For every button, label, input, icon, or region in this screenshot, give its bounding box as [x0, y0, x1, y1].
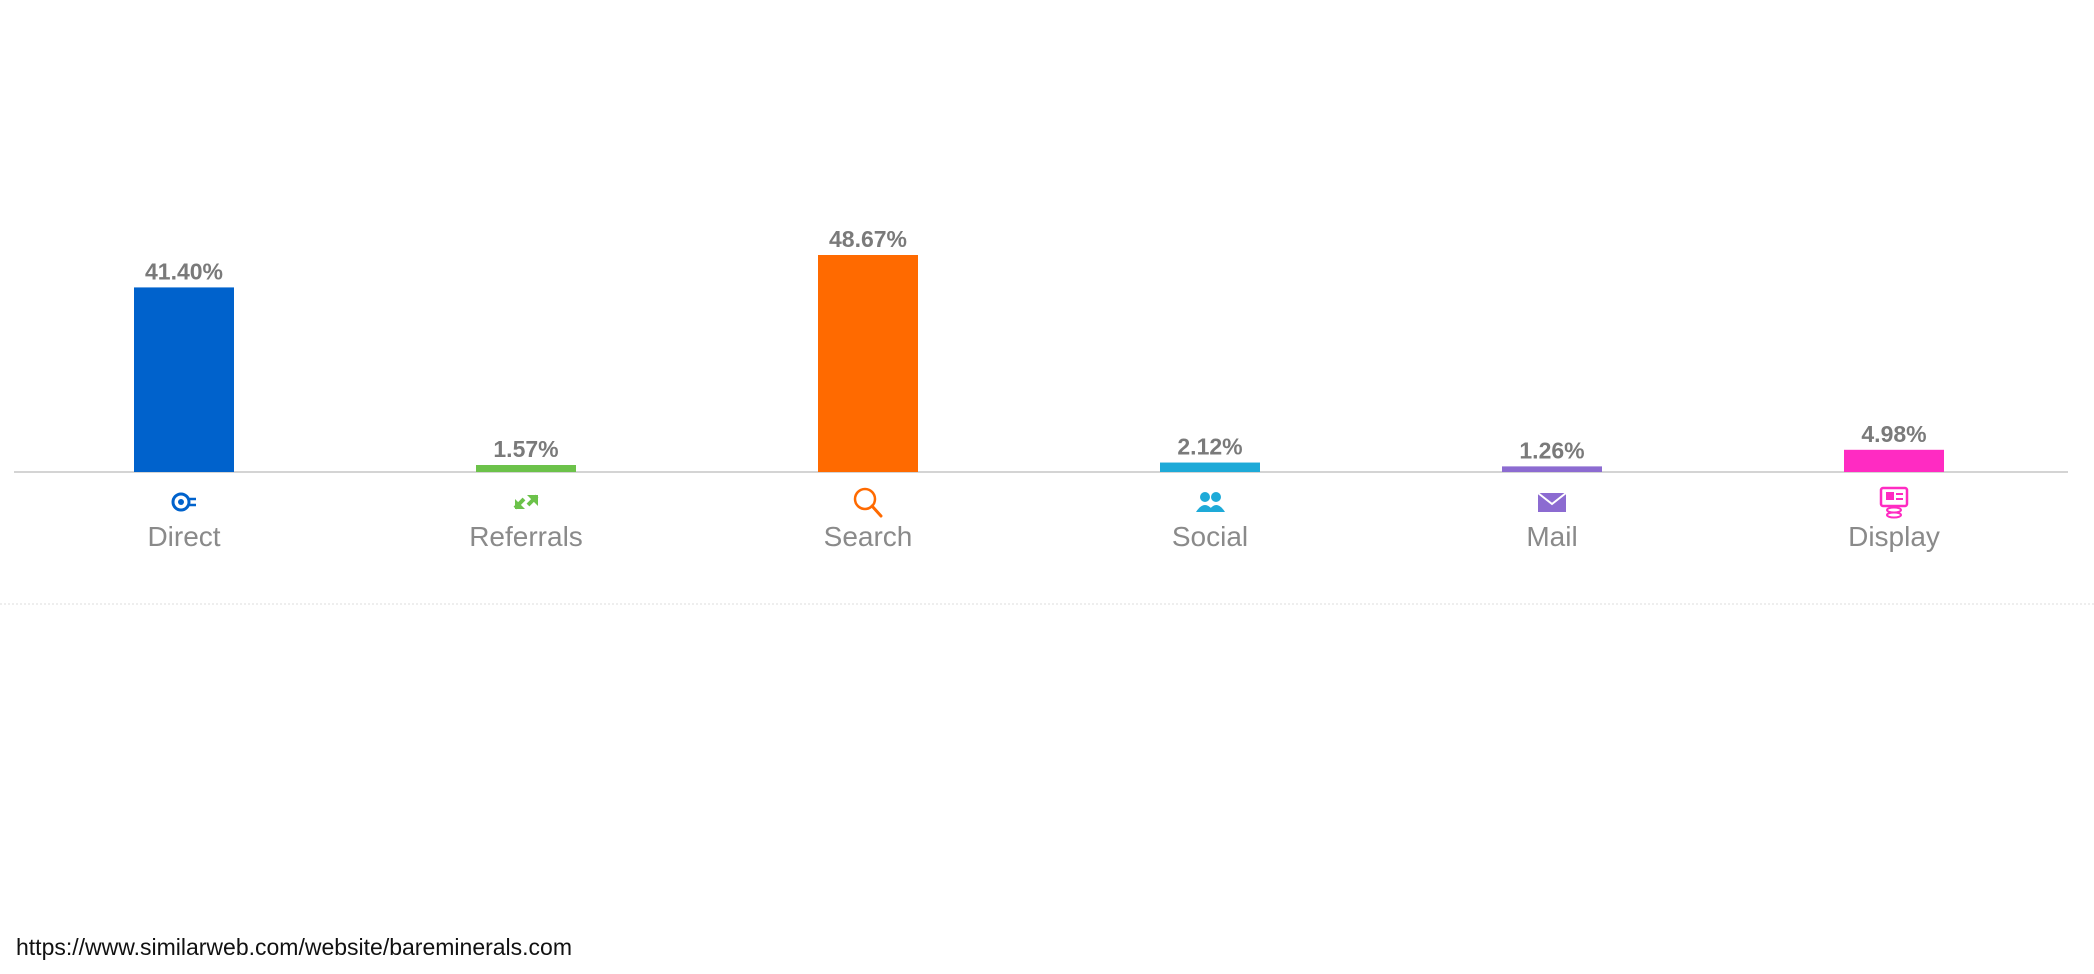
value-label-mail: 1.26%: [1519, 437, 1584, 463]
category-label-mail: Mail: [1526, 521, 1577, 552]
category-label-display: Display: [1848, 521, 1940, 552]
category-label-search: Search: [824, 521, 913, 552]
category-label-referrals: Referrals: [469, 521, 583, 552]
value-label-display: 4.98%: [1861, 421, 1926, 447]
mail-icon: [1537, 492, 1567, 512]
referrals-icon: [513, 494, 539, 510]
section-divider: [0, 603, 2094, 605]
search-icon: [853, 487, 883, 518]
bar-display: [1844, 449, 1944, 472]
bar-search: [818, 255, 918, 472]
bar-direct: [134, 287, 234, 472]
value-label-search: 48.67%: [829, 226, 907, 252]
source-url: https://www.similarweb.com/website/barem…: [16, 934, 573, 960]
bar-mail: [1502, 466, 1602, 472]
social-icon: [1196, 492, 1225, 512]
value-label-referrals: 1.57%: [493, 436, 558, 462]
traffic-sources-chart: 41.40% Direct 1.57% Referrals 48.67% Search 2.…: [14, 226, 2068, 552]
category-label-direct: Direct: [147, 521, 220, 552]
direct-icon: [171, 492, 196, 512]
bar-referrals: [476, 465, 576, 472]
value-label-social: 2.12%: [1177, 434, 1242, 460]
category-label-social: Social: [1172, 521, 1248, 552]
bar-social: [1160, 462, 1260, 472]
display-icon: [1879, 486, 1909, 519]
value-label-direct: 41.40%: [145, 258, 223, 284]
